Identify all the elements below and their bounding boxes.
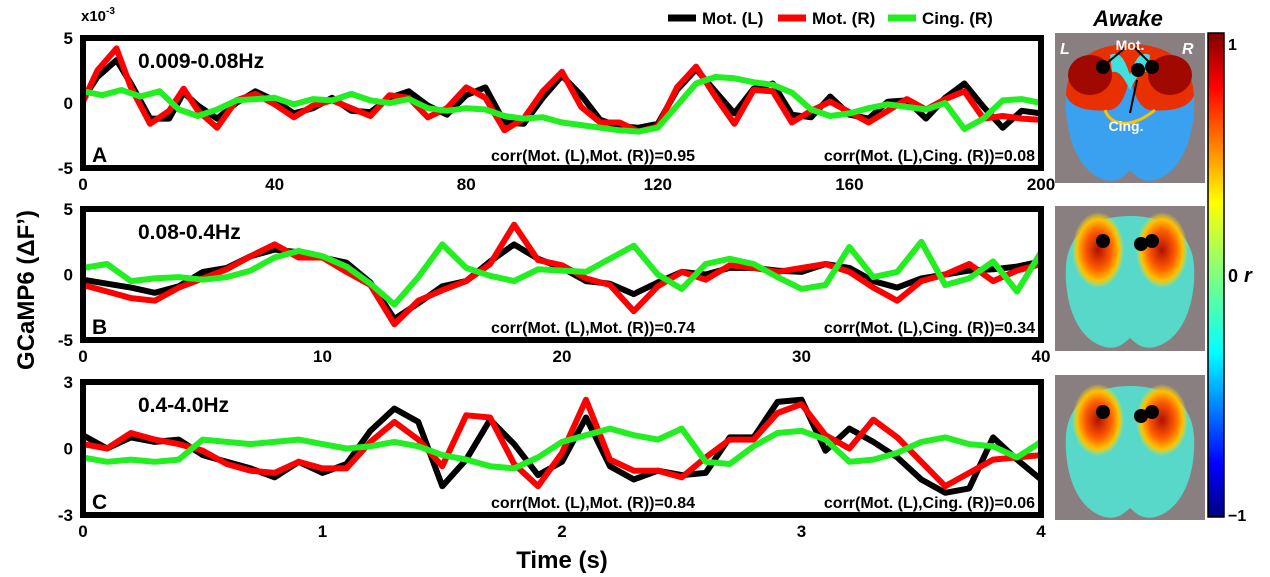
plot-frame-b	[80, 206, 1044, 343]
series-line-mot-r-c	[83, 396, 1041, 490]
panel-letter-b: B	[92, 316, 107, 339]
map-label-right: R	[1182, 41, 1194, 58]
map-label-left: L	[1060, 41, 1070, 58]
x-tick-label-a: 200	[1027, 175, 1055, 194]
x-tick-label-c: 4	[1036, 522, 1046, 541]
x-tick-label-b: 30	[792, 347, 811, 366]
corr-annotation-mot-a: corr(Mot. (L),Mot. (R))=0.95	[491, 148, 695, 165]
seed-cing-r	[1131, 63, 1145, 77]
y-axis-label: GCaMP6 (ΔF’)	[13, 210, 40, 370]
corr-annotation-cing-c: corr(Mot. (L),Cing. (R))=0.06	[824, 495, 1035, 512]
y-tick-label-a: 0	[64, 94, 73, 113]
x-tick-label-b: 40	[1032, 347, 1051, 366]
series-line-mot-r-b	[83, 221, 1041, 328]
y-tick-label-c: 0	[64, 440, 73, 459]
series-line-mot-r-a	[83, 45, 1041, 135]
legend: Mot. (L) Mot. (R) Cing. (R)	[668, 9, 993, 28]
plot-frame-c	[80, 379, 1044, 518]
map-title: Awake	[1092, 6, 1163, 31]
map-label-cingulate: Cing.	[1109, 118, 1144, 134]
x-tick-label-b: 20	[553, 347, 572, 366]
series-group-c	[83, 396, 1041, 496]
colorbar-max: 1	[1228, 37, 1237, 54]
band-label-c: 0.4-4.0Hz	[138, 394, 229, 417]
x-tick-label-a: 120	[644, 175, 672, 194]
x-axis-label: Time (s)	[516, 547, 608, 574]
legend-label-cing-r: Cing. (R)	[922, 9, 993, 28]
corr-annotation-cing-a: corr(Mot. (L),Cing. (R))=0.08	[824, 148, 1035, 165]
series-group-a	[83, 45, 1041, 135]
panel-b: 0 10 20 30 40 -5 0 5 0.08-0.4Hz B corr(Mot. (L),Mo…	[58, 200, 1051, 366]
seed-b-mot-l	[1096, 234, 1110, 248]
brain-map-b	[1055, 206, 1205, 351]
panel-letter-c: C	[92, 491, 107, 514]
y-tick-label-c: -3	[58, 506, 73, 525]
panel-letter-a: A	[92, 144, 107, 167]
seed-c-cing-r	[1134, 409, 1148, 423]
series-line-mot-l-b	[83, 241, 1041, 322]
x-tick-label-a: 80	[457, 175, 476, 194]
x-tick-label-a: 160	[835, 175, 863, 194]
seed-b-cing-r	[1134, 237, 1148, 251]
seed-c-mot-r	[1145, 405, 1159, 419]
seed-mot-r	[1145, 60, 1159, 74]
x-tick-label-a: 0	[78, 175, 87, 194]
y-tick-label-b: 0	[64, 266, 73, 285]
corr-annotation-cing-b: corr(Mot. (L),Cing. (R))=0.34	[824, 320, 1035, 337]
panel-a: 0 40 80 120 160 200 -5 0 5 0.009-0.08Hz A corr(Mot.…	[58, 29, 1055, 194]
y-tick-label-c: 3	[64, 373, 73, 392]
colorbar-min: −1	[1228, 508, 1246, 525]
series-line-cing-r-a	[83, 74, 1041, 135]
y-tick-label-a: -5	[58, 159, 73, 178]
corr-annotation-mot-c: corr(Mot. (L),Mot. (R))=0.84	[491, 495, 695, 512]
y-tick-label-b: 5	[64, 200, 73, 219]
x-tick-label-a: 40	[265, 175, 284, 194]
y-tick-label-b: -5	[58, 331, 73, 350]
corr-annotation-mot-b: corr(Mot. (L),Mot. (R))=0.74	[491, 320, 695, 337]
seed-b-mot-r	[1145, 234, 1159, 248]
x-tick-label-b: 0	[78, 347, 87, 366]
x-tick-label-c: 2	[557, 522, 566, 541]
band-label-a: 0.009-0.08Hz	[138, 50, 264, 73]
x-tick-label-b: 10	[313, 347, 332, 366]
series-group-b	[83, 221, 1041, 328]
seed-c-mot-l	[1096, 405, 1110, 419]
y-scale-note: x10-3	[81, 6, 115, 25]
plot-frame-a	[80, 35, 1044, 171]
seed-mot-l	[1096, 60, 1110, 74]
panel-c: 0 1 2 3 4 -3 0 3 0.4-4.0Hz C corr(Mot. (L),Mot. (R…	[58, 373, 1046, 541]
band-label-b: 0.08-0.4Hz	[138, 221, 241, 244]
x-tick-label-c: 0	[78, 522, 87, 541]
brain-map-c	[1055, 375, 1205, 520]
series-line-cing-r-b	[83, 238, 1041, 308]
brain-map-a: L R Mot. Cing.	[1055, 33, 1205, 183]
legend-label-mot-r: Mot. (R)	[812, 9, 875, 28]
series-line-cing-r-c	[83, 425, 1041, 472]
legend-label-mot-l: Mot. (L)	[702, 9, 763, 28]
map-label-motor: Mot.	[1116, 37, 1145, 53]
x-tick-label-c: 1	[318, 522, 327, 541]
y-tick-label-a: 5	[64, 29, 73, 48]
x-tick-label-c: 3	[797, 522, 806, 541]
